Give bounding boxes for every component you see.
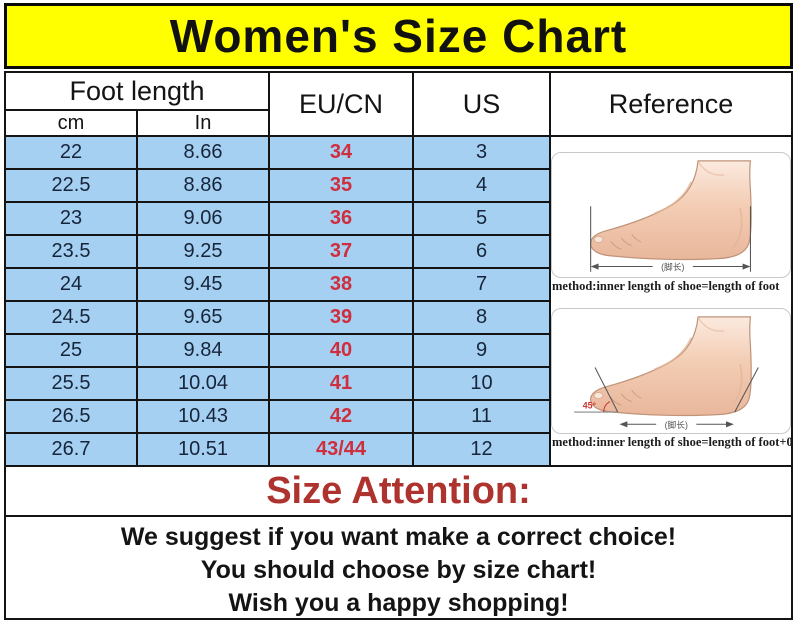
table-row: 24 9.45 38 7 (4, 267, 792, 302)
measure-label: (脚长) (661, 261, 684, 272)
foot-measure-figure-1: (脚长) method:inner length of shoe=length … (552, 151, 790, 294)
cell-us: 7 (412, 267, 551, 302)
figure1-caption: method:inner length of shoe=length of fo… (552, 278, 780, 293)
cell-cm: 23.5 (4, 234, 138, 269)
header-row-main: Foot length EU/CN US Reference (4, 71, 793, 137)
foot-measure-figure-2: 45° (脚长) method:inner length of shoe=len… (552, 308, 790, 450)
cell-us: 9 (412, 333, 551, 368)
page-title-banner: Women's Size Chart (4, 3, 793, 69)
measure-lines (590, 205, 751, 272)
cell-in: 9.45 (136, 267, 270, 302)
table-row: 26.7 10.51 43/44 12 (4, 432, 792, 467)
table-row: 24.5 9.65 39 8 (4, 300, 792, 335)
cell-in: 9.25 (136, 234, 270, 269)
foot-shape (590, 316, 752, 417)
table-row: 22.5 8.86 35 4 (4, 168, 792, 203)
cell-us: 8 (412, 300, 551, 335)
note-line: You should choose by size chart! (200, 556, 597, 584)
table-row: 26.5 10.43 42 11 (4, 399, 792, 434)
page-title: Women's Size Chart (169, 10, 628, 62)
cell-in: 9.65 (136, 300, 270, 335)
cell-in: 10.51 (136, 432, 270, 467)
table-row: 25 9.84 40 9 (4, 333, 792, 368)
cell-in: 10.43 (136, 399, 270, 434)
cell-cm: 26.7 (4, 432, 138, 467)
cell-cm: 25 (4, 333, 138, 368)
cell-cm: 22 (4, 135, 138, 170)
cell-in: 9.84 (136, 333, 270, 368)
cell-eu-cn: 42 (268, 399, 414, 434)
cell-us: 5 (412, 201, 551, 236)
foot-illustration-straight: (脚长) (552, 151, 790, 278)
table-row: 25.5 10.04 41 10 (4, 366, 792, 401)
angle-label: 45° (583, 401, 597, 411)
cell-eu-cn: 38 (268, 267, 414, 302)
col-header-cm: cm (4, 109, 138, 137)
cell-cm: 24.5 (4, 300, 138, 335)
table-row: 22 8.66 34 3 (4, 135, 793, 467)
cell-eu-cn: 35 (268, 168, 414, 203)
cell-us: 11 (412, 399, 551, 434)
cell-cm: 25.5 (4, 366, 138, 401)
cell-us: 3 (412, 135, 551, 170)
cell-cm: 23 (4, 201, 138, 236)
cell-in: 9.06 (136, 201, 270, 236)
foot-shape (590, 159, 752, 260)
cell-eu-cn: 36 (268, 201, 414, 236)
note-line: We suggest if you want make a correct ch… (120, 523, 677, 551)
foot-illustration-angled: 45° (脚长) (552, 308, 790, 435)
measure-label: (脚长) (665, 419, 688, 430)
figure2-caption: method:inner length of shoe=length of fo… (552, 435, 790, 450)
cell-in: 10.04 (136, 366, 270, 401)
cell-eu-cn: 34 (268, 135, 414, 170)
note-line: Wish you a happy shopping! (228, 589, 569, 617)
size-attention-heading: Size Attention: (4, 467, 793, 517)
cell-us: 6 (412, 234, 551, 269)
col-header-us: US (412, 71, 551, 137)
shopping-notes: We suggest if you want make a correct ch… (4, 517, 793, 620)
cell-eu-cn: 41 (268, 366, 414, 401)
cell-us: 12 (412, 432, 551, 467)
reference-cell: (脚长) method:inner length of shoe=length … (549, 135, 793, 467)
cell-eu-cn: 37 (268, 234, 414, 269)
cell-cm: 26.5 (4, 399, 138, 434)
table-row: 23.5 9.25 37 6 (4, 234, 792, 269)
header-row-units: cm In (4, 109, 792, 137)
cell-cm: 22.5 (4, 168, 138, 203)
cell-eu-cn: 43/44 (268, 432, 414, 467)
cell-eu-cn: 40 (268, 333, 414, 368)
cell-in: 8.66 (136, 135, 270, 170)
table-row: 23 9.06 36 5 (4, 201, 792, 236)
col-header-in: In (136, 109, 270, 137)
size-table: Foot length EU/CN US Reference cm In 22 … (4, 71, 793, 467)
col-header-foot-length: Foot length (4, 71, 270, 111)
cell-in: 8.86 (136, 168, 270, 203)
col-header-eu-cn: EU/CN (268, 71, 414, 137)
cell-us: 4 (412, 168, 551, 203)
cell-cm: 24 (4, 267, 138, 302)
col-header-reference: Reference (549, 71, 793, 137)
cell-eu-cn: 39 (268, 300, 414, 335)
cell-us: 10 (412, 366, 551, 401)
